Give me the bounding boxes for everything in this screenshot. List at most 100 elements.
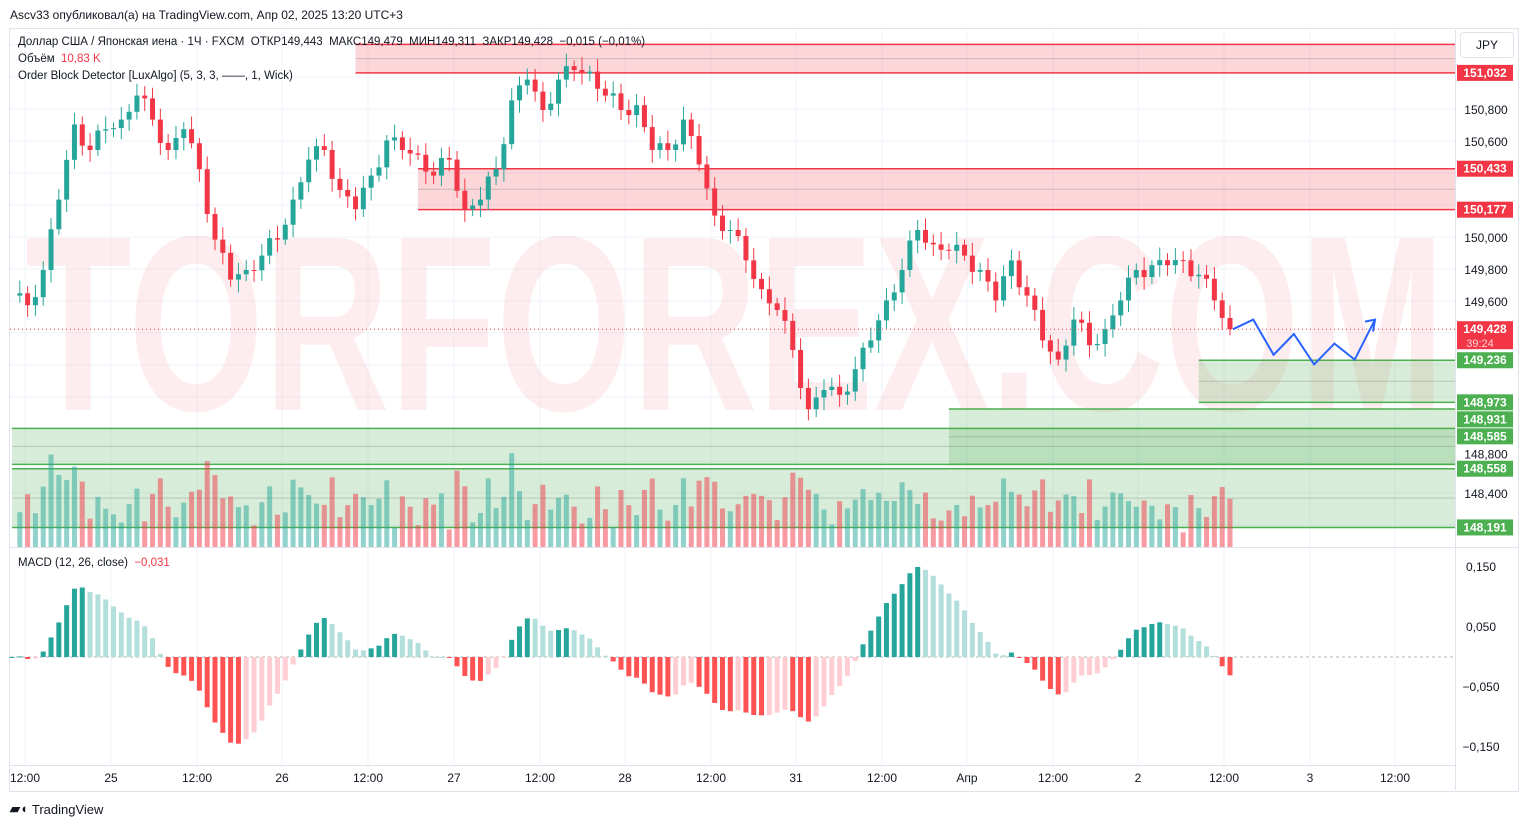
volume-bar bbox=[696, 480, 702, 547]
macd-histogram-bar bbox=[228, 657, 234, 743]
macd-histogram-bar bbox=[423, 650, 429, 657]
time-tick: 12:00 bbox=[696, 771, 726, 785]
candle-body bbox=[829, 386, 835, 390]
volume-label: Объём bbox=[18, 53, 55, 65]
time-tick: 12:00 bbox=[1380, 771, 1410, 785]
volume-bar bbox=[844, 508, 850, 547]
macd-histogram-bar bbox=[251, 657, 257, 733]
candle-body bbox=[150, 98, 156, 120]
volume-bar bbox=[1079, 513, 1085, 547]
candle-body bbox=[134, 95, 140, 112]
macd-histogram-bar bbox=[415, 642, 421, 657]
macd-histogram-bar bbox=[204, 657, 210, 708]
macd-histogram-bar bbox=[696, 657, 702, 687]
macd-histogram-bar bbox=[142, 626, 148, 657]
macd-legend[interactable]: MACD (12, 26, close) −0,031 bbox=[18, 557, 170, 569]
candle-body bbox=[1102, 329, 1108, 344]
macd-histogram-bar bbox=[759, 657, 765, 716]
volume-bar bbox=[915, 503, 921, 547]
candle-body bbox=[126, 111, 132, 120]
macd-histogram-bar bbox=[157, 653, 163, 657]
volume-bar bbox=[891, 500, 897, 547]
volume-bar bbox=[212, 475, 218, 547]
macd-histogram-bar bbox=[17, 656, 23, 658]
macd-histogram-bar bbox=[1172, 625, 1178, 657]
tradingview-logo[interactable]: ▰◖ TradingView bbox=[10, 801, 103, 817]
candle-body bbox=[1079, 319, 1085, 323]
macd-histogram-bar bbox=[946, 593, 952, 657]
indicator-legend[interactable]: Order Block Detector [LuxAlgo] (5, 3, 3,… bbox=[18, 70, 293, 82]
volume-bar bbox=[688, 506, 694, 547]
time-tick: 12:00 bbox=[1209, 771, 1239, 785]
last-price-label: 149,428 bbox=[1463, 322, 1507, 336]
macd-histogram-bar bbox=[1001, 655, 1007, 657]
currency-button[interactable]: JPY bbox=[1460, 32, 1514, 58]
macd-histogram-bar bbox=[852, 657, 858, 662]
macd-histogram-bar bbox=[150, 638, 156, 657]
macd-histogram-bar bbox=[1157, 622, 1163, 657]
price-label-bg bbox=[1457, 352, 1513, 369]
candle-body bbox=[485, 176, 491, 200]
order-block-bullish bbox=[948, 409, 1455, 465]
macd-histogram-bar bbox=[860, 644, 866, 657]
volume-bar bbox=[1211, 496, 1217, 547]
volume-bar bbox=[501, 496, 507, 547]
volume-bar bbox=[704, 477, 710, 547]
macd-histogram-bar bbox=[876, 616, 882, 657]
volume-bar bbox=[977, 507, 983, 547]
macd-histogram-bar bbox=[720, 657, 725, 710]
macd-tick: 0,050 bbox=[1466, 620, 1496, 634]
volume-bar bbox=[634, 515, 640, 547]
volume-bar bbox=[930, 518, 936, 547]
macd-histogram-bar bbox=[977, 632, 983, 657]
macd-histogram-bar bbox=[915, 567, 921, 657]
volume-bar bbox=[883, 500, 889, 547]
open-value: 149,443 bbox=[281, 36, 323, 48]
macd-histogram-bar bbox=[1149, 623, 1155, 657]
time-tick: 12:00 bbox=[867, 771, 897, 785]
candle-body bbox=[251, 270, 257, 271]
macd-histogram-bar bbox=[618, 657, 624, 670]
candle-body bbox=[345, 190, 351, 197]
macd-histogram-bar bbox=[868, 630, 874, 657]
candle-body bbox=[743, 235, 749, 261]
volume-bar bbox=[71, 466, 77, 547]
macd-histogram-bar bbox=[524, 618, 530, 657]
volume-bar bbox=[548, 509, 554, 547]
volume-legend[interactable]: Объём 10,83 K bbox=[18, 53, 101, 65]
candle-body bbox=[376, 167, 382, 176]
candle-body bbox=[1133, 270, 1139, 278]
candle-body bbox=[930, 242, 936, 245]
price-label-bg bbox=[1457, 160, 1513, 177]
volume-bar bbox=[118, 522, 124, 547]
price-label: 149,236 bbox=[1463, 353, 1507, 367]
macd-histogram-bar bbox=[548, 630, 554, 657]
volume-bar bbox=[993, 501, 999, 547]
price-label-bg bbox=[1457, 64, 1513, 81]
candle-body bbox=[1032, 295, 1038, 310]
volume-bar bbox=[438, 493, 444, 547]
candle-body bbox=[883, 300, 889, 321]
macd-histogram-bar bbox=[673, 657, 679, 695]
volume-bar bbox=[969, 495, 975, 547]
macd-histogram-bar bbox=[962, 610, 968, 657]
volume-bar bbox=[446, 529, 452, 547]
macd-histogram-bar bbox=[680, 657, 686, 686]
volume-bar bbox=[111, 514, 116, 547]
candle-body bbox=[298, 182, 304, 200]
candle-body bbox=[524, 79, 530, 86]
candle-body bbox=[727, 230, 733, 231]
price-label-bg bbox=[1457, 519, 1513, 536]
volume-bar bbox=[751, 493, 757, 547]
candle-body bbox=[243, 270, 249, 275]
candle-body bbox=[1001, 276, 1007, 301]
macd-histogram-bar bbox=[462, 657, 468, 677]
volume-bar bbox=[407, 506, 413, 547]
candle-body bbox=[290, 199, 296, 225]
symbol-legend: Доллар США / Японская иена · 1Ч · FXCM О… bbox=[18, 36, 645, 48]
symbol-name[interactable]: Доллар США / Японская иена · 1Ч · FXCM bbox=[18, 36, 245, 48]
volume-bar bbox=[805, 489, 811, 547]
macd-histogram-bar bbox=[407, 639, 413, 657]
candle-body bbox=[220, 239, 226, 253]
